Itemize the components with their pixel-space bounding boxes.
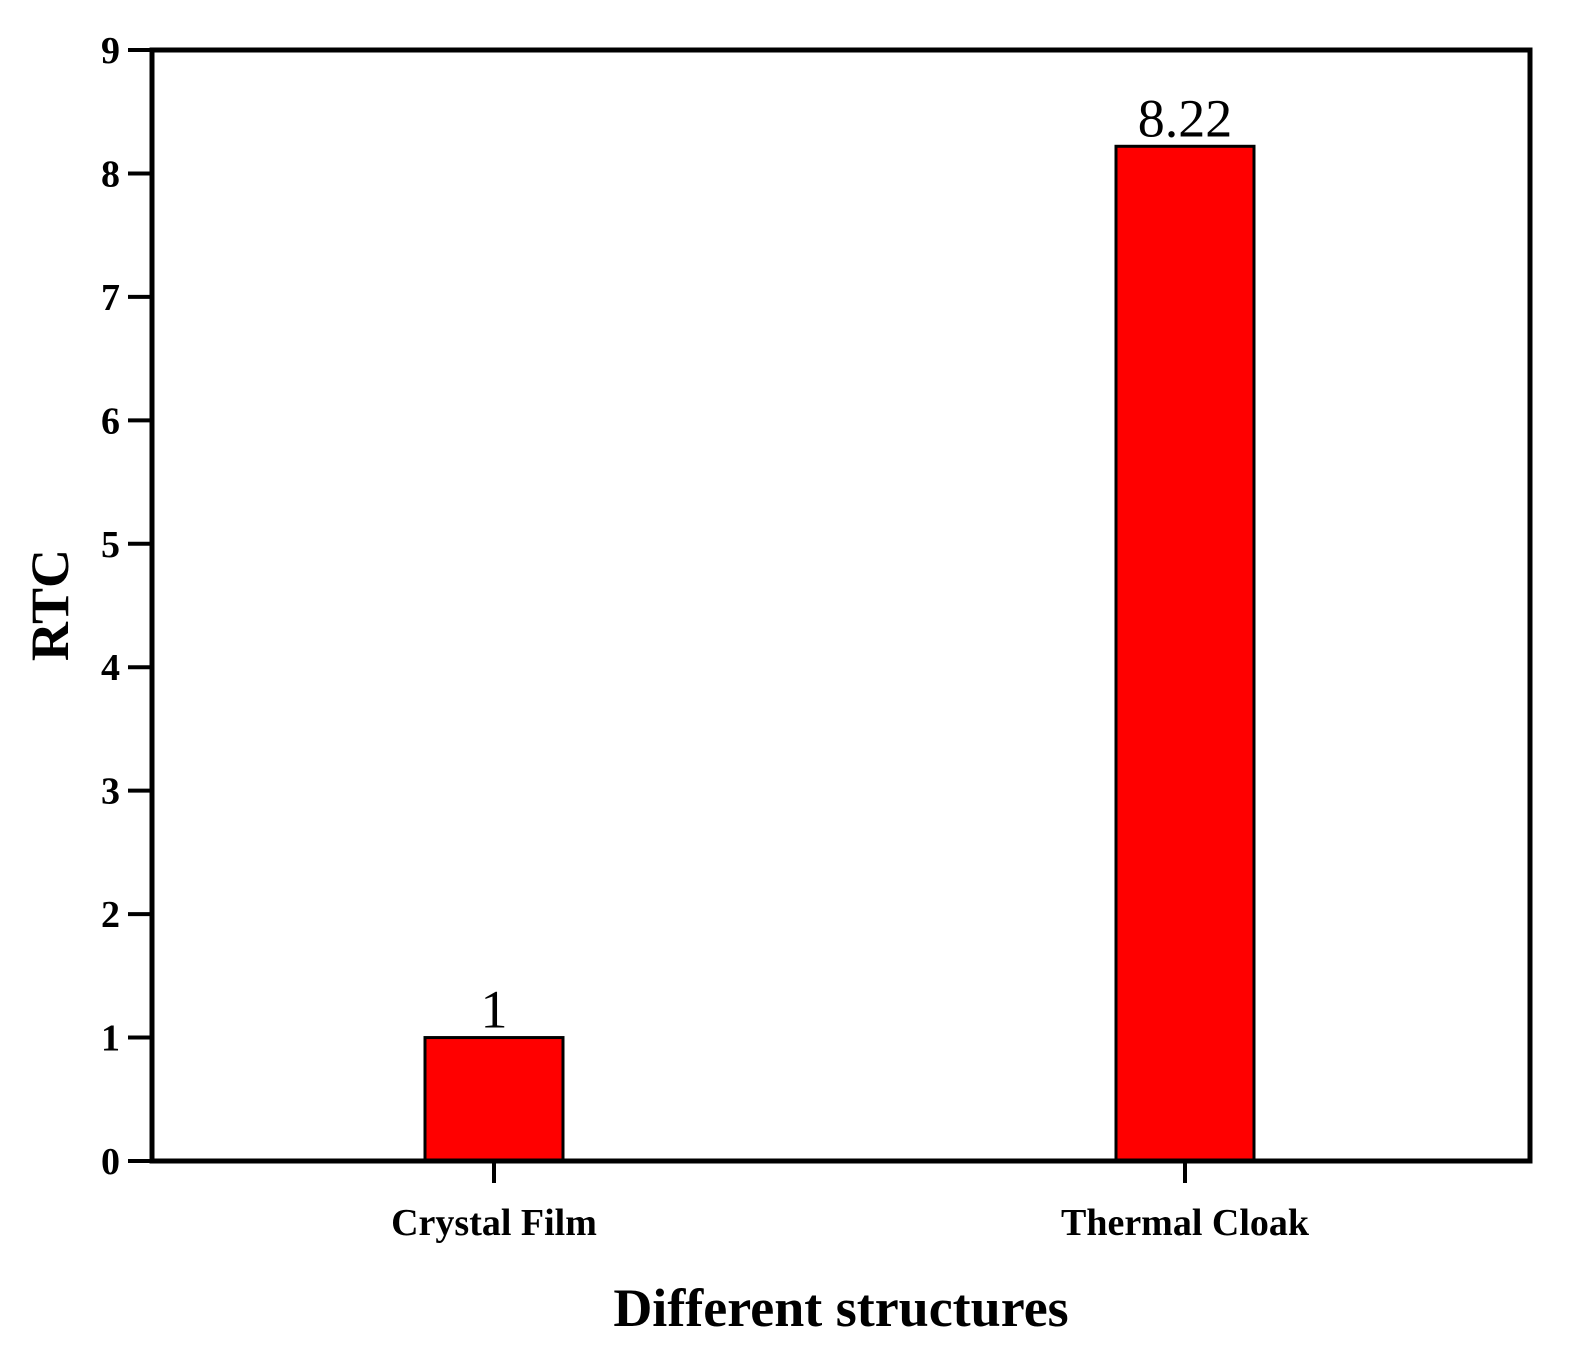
y-tick-label-2: 2 — [101, 894, 120, 936]
y-tick-label-5: 5 — [101, 524, 120, 566]
bar-1 — [1114, 144, 1256, 1163]
plot-frame — [149, 47, 1533, 1164]
bars-layer — [423, 144, 1256, 1163]
x-tick-label-0: Crystal Film — [391, 1202, 597, 1244]
y-tick-label-0: 0 — [101, 1141, 120, 1183]
y-tick-label-1: 1 — [101, 1018, 120, 1060]
y-axis: 0 1 2 3 4 5 6 7 8 9 — [101, 30, 152, 1183]
x-axis-title: Different structures — [613, 1278, 1068, 1338]
y-tick-label-4: 4 — [101, 647, 120, 689]
bar-0 — [423, 1036, 565, 1163]
y-tick-label-9: 9 — [101, 30, 120, 72]
data-labels: 18.22 — [481, 88, 1233, 1039]
x-tick-label-1: Thermal Cloak — [1061, 1202, 1310, 1244]
y-tick-label-6: 6 — [101, 400, 120, 442]
data-label-0: 1 — [481, 980, 508, 1040]
y-tick-label-3: 3 — [101, 771, 120, 813]
x-axis: Crystal Film Thermal Cloak — [391, 1161, 1310, 1244]
data-label-1: 8.22 — [1138, 88, 1233, 148]
y-tick-label-7: 7 — [101, 277, 120, 319]
y-axis-title: RTC — [20, 549, 80, 661]
y-tick-label-8: 8 — [101, 153, 120, 195]
